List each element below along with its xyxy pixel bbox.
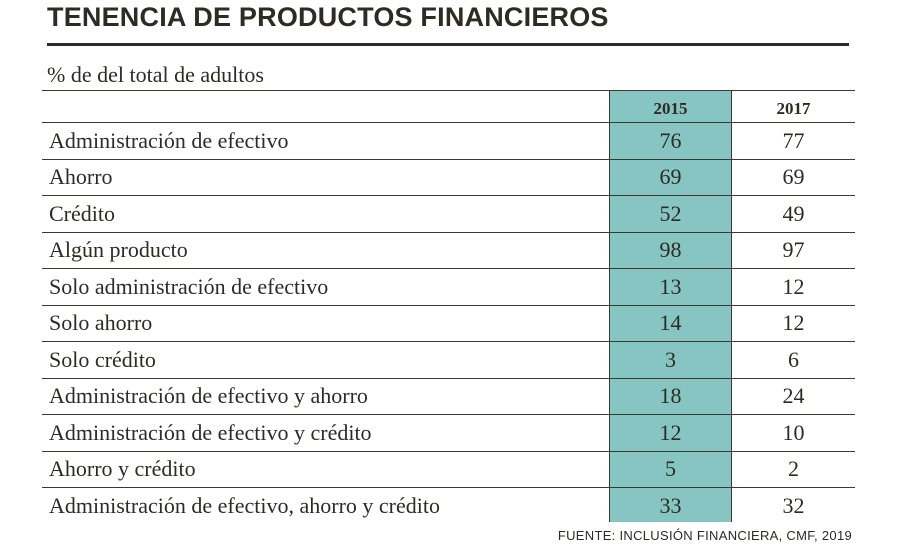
- value-2017: 6: [732, 341, 855, 378]
- chart-title: TENENCIA DE PRODUCTOS FINANCIEROS: [47, 2, 609, 32]
- table-row: Solo ahorro 14 12: [42, 304, 855, 342]
- table-row: Administración de efectivo y crédito 12 10: [42, 414, 855, 451]
- row-label: Administración de efectivo, ahorro y cré…: [42, 487, 609, 524]
- row-label: Administración de efectivo y ahorro: [42, 377, 609, 415]
- value-2015: 12: [609, 414, 732, 451]
- value-2015: 52: [609, 195, 732, 232]
- value-2017: 10: [732, 414, 855, 451]
- value-2017: 24: [732, 377, 855, 415]
- value-2017: 69: [732, 158, 855, 196]
- value-2015: 5: [609, 450, 732, 488]
- table-row: Solo administración de efectivo 13 12: [42, 268, 855, 305]
- value-2015: 98: [609, 231, 732, 269]
- value-2017: 32: [732, 487, 855, 524]
- row-label: Solo administración de efectivo: [42, 268, 609, 305]
- value-2015: 18: [609, 377, 732, 415]
- value-2015: 69: [609, 158, 732, 196]
- table-row: Administración de efectivo y ahorro 18 24: [42, 377, 855, 415]
- value-2017: 49: [732, 195, 855, 232]
- row-label: Administración de efectivo y crédito: [42, 414, 609, 451]
- value-2017: 12: [732, 268, 855, 305]
- title-rule: [47, 43, 849, 46]
- table-row: Solo crédito 3 6: [42, 341, 855, 378]
- header-row: 2015 2017: [42, 90, 855, 123]
- data-table: 2015 2017 Administración de efectivo 76 77…: [42, 90, 855, 524]
- value-2015: 13: [609, 268, 732, 305]
- header-2017: 2017: [732, 90, 855, 123]
- chart-subtitle: % de del total de adultos: [47, 62, 264, 87]
- table-row: Ahorro y crédito 5 2: [42, 450, 855, 488]
- row-label: Ahorro: [42, 158, 609, 196]
- table-row: Algún producto 98 97: [42, 231, 855, 269]
- header-2015: 2015: [609, 90, 732, 123]
- row-label: Administración de efectivo: [42, 122, 609, 159]
- table-row: Crédito 52 49: [42, 195, 855, 232]
- value-2017: 97: [732, 231, 855, 269]
- value-2017: 77: [732, 122, 855, 159]
- data-table-wrap: 2015 2017 Administración de efectivo 76 77…: [42, 90, 855, 524]
- header-label-cell: [42, 90, 609, 123]
- row-label: Crédito: [42, 195, 609, 232]
- row-label: Solo ahorro: [42, 304, 609, 342]
- value-2017: 2: [732, 450, 855, 488]
- value-2015: 14: [609, 304, 732, 342]
- value-2017: 12: [732, 304, 855, 342]
- table-row: Administración de efectivo 76 77: [42, 122, 855, 159]
- row-label: Algún producto: [42, 231, 609, 269]
- table-row: Administración de efectivo, ahorro y cré…: [42, 487, 855, 524]
- value-2015: 76: [609, 122, 732, 159]
- value-2015: 3: [609, 341, 732, 378]
- table-row: Ahorro 69 69: [42, 158, 855, 196]
- source-note: FUENTE: INCLUSIÓN FINANCIERA, CMF, 2019: [557, 528, 852, 543]
- table-body: Administración de efectivo 76 77 Ahorro 69 69…: [42, 122, 855, 524]
- value-2015: 33: [609, 487, 732, 524]
- row-label: Solo crédito: [42, 341, 609, 378]
- row-label: Ahorro y crédito: [42, 450, 609, 488]
